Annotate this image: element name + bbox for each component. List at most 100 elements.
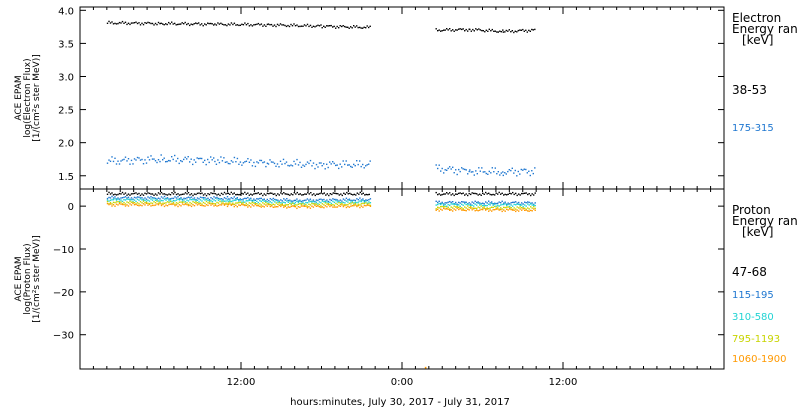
data-point	[284, 162, 286, 165]
data-point	[461, 167, 463, 169]
data-point	[301, 194, 303, 196]
data-point	[106, 22, 109, 24]
data-point	[145, 22, 148, 24]
data-point	[274, 201, 276, 203]
data-point	[485, 29, 487, 31]
data-point	[362, 163, 364, 166]
data-point	[239, 204, 241, 207]
y-axis-title-line: ACE EPAM	[14, 256, 24, 301]
data-point	[477, 206, 479, 208]
data-point	[479, 29, 481, 31]
data-point	[464, 201, 466, 203]
data-point	[259, 193, 261, 195]
data-point	[338, 200, 340, 203]
data-point	[269, 159, 271, 161]
data-point	[341, 204, 343, 206]
data-point	[509, 205, 511, 208]
data-point	[297, 201, 300, 204]
data-point	[141, 202, 143, 204]
data-point	[318, 25, 321, 27]
data-point	[115, 194, 118, 196]
data-point	[253, 193, 255, 195]
data-point	[357, 163, 359, 166]
data-point	[311, 202, 313, 205]
data-point	[241, 203, 243, 206]
data-point	[308, 206, 310, 208]
data-point	[341, 166, 343, 168]
data-point	[202, 161, 204, 163]
data-point	[323, 198, 325, 201]
data-point	[329, 198, 331, 201]
data-point	[519, 203, 521, 206]
data-point	[118, 201, 121, 204]
data-point	[186, 202, 188, 204]
data-point	[531, 170, 533, 172]
data-point	[213, 157, 215, 159]
data-point	[287, 206, 289, 208]
data-point	[217, 199, 220, 202]
data-point	[205, 194, 208, 197]
data-point	[306, 205, 309, 207]
data-point	[533, 206, 535, 208]
data-point	[465, 210, 467, 212]
data-point	[365, 193, 367, 196]
data-point	[339, 25, 341, 27]
data-point	[195, 202, 197, 205]
y-tick-label: 2.5	[58, 106, 74, 117]
data-point	[465, 201, 467, 203]
data-point	[241, 202, 243, 205]
data-point	[117, 198, 119, 200]
data-point	[162, 193, 164, 195]
data-point	[515, 204, 517, 206]
data-point	[214, 200, 217, 202]
data-point	[177, 202, 179, 205]
data-point	[120, 199, 122, 201]
data-point	[109, 160, 112, 162]
data-point	[519, 206, 521, 208]
data-point	[244, 201, 246, 203]
data-point	[502, 171, 504, 173]
data-point	[114, 205, 116, 207]
data-point	[519, 29, 521, 31]
data-point	[196, 157, 198, 159]
data-point	[487, 30, 489, 32]
data-point	[359, 204, 361, 206]
data-point	[444, 29, 446, 31]
data-point	[247, 22, 249, 25]
data-point	[217, 193, 220, 195]
data-point	[488, 192, 490, 194]
data-point	[232, 200, 234, 202]
data-point	[459, 192, 461, 194]
data-point	[481, 29, 483, 32]
data-point	[220, 192, 223, 195]
data-point	[109, 201, 112, 204]
data-point	[356, 25, 358, 27]
data-point	[464, 206, 466, 208]
data-point	[515, 210, 517, 213]
data-point	[210, 192, 212, 194]
data-point	[518, 207, 520, 209]
data-point	[308, 203, 310, 205]
data-point	[159, 160, 161, 163]
data-point	[144, 197, 146, 199]
data-point	[528, 29, 530, 32]
data-point	[259, 205, 261, 207]
data-point	[473, 208, 475, 210]
legend-title-line: Energy ran	[732, 214, 798, 228]
data-point	[268, 203, 270, 206]
data-point	[132, 22, 134, 24]
data-point	[366, 199, 369, 202]
data-point	[153, 201, 155, 203]
data-point	[452, 166, 454, 168]
data-point	[108, 196, 110, 199]
data-point	[201, 204, 203, 207]
data-point	[260, 159, 263, 162]
data-point	[147, 196, 149, 198]
data-point	[443, 206, 445, 208]
data-point	[147, 21, 149, 24]
bottom-y-axis: 0−10−20−30	[53, 202, 724, 342]
data-point	[290, 193, 292, 195]
data-point	[524, 192, 526, 194]
data-point	[503, 202, 505, 204]
data-point	[279, 23, 282, 25]
